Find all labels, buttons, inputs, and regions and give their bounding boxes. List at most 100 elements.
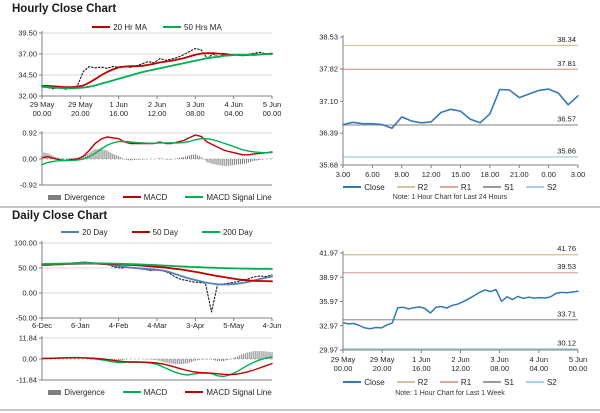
svg-text:29 May: 29 May: [331, 355, 356, 364]
legend-label: R1: [460, 377, 472, 387]
legend-label: R2: [417, 182, 428, 192]
daily_macd-svg: 11.84 0.00 -11.84: [16, 335, 273, 385]
svg-text:1 Jun: 1 Jun: [109, 100, 127, 109]
legend-swatch: [122, 196, 141, 198]
legend-label: S1: [504, 182, 514, 192]
svg-text:0.00: 0.00: [22, 289, 37, 298]
svg-text:29.97: 29.97: [319, 346, 338, 355]
legend-item-r2: R2: [396, 182, 428, 192]
hourly-macd-legend: Divergence MACD MACD Signal Line: [30, 191, 290, 203]
svg-text:2 Jun: 2 Jun: [451, 355, 469, 364]
svg-text:29 May: 29 May: [30, 100, 55, 109]
weekly-pivot-legend: Close R2 R1 S1 S2: [300, 376, 600, 388]
svg-text:3.00: 3.00: [336, 170, 351, 179]
svg-text:5 Jun: 5 Jun: [263, 100, 281, 109]
legend-swatch: [92, 26, 111, 28]
daily-close-chart: 100.00 50.00 0.00 -50.00 6-Dec 6-Jan 4-Feb 4-Ma…: [0, 237, 300, 335]
hourly-pivot-note: Note: 1 Hour Chart for Last 24 Hours: [392, 194, 508, 201]
svg-text:1 Jun: 1 Jun: [412, 355, 430, 364]
svg-text:50.00: 50.00: [18, 264, 37, 273]
legend-label: S2: [546, 182, 557, 192]
legend-swatch: [61, 231, 80, 233]
legend-swatch: [525, 381, 544, 383]
hourly-ma-legend: 20 Hr MA 50 Hrs MA: [42, 21, 272, 33]
legend-swatch: [396, 186, 415, 188]
svg-text:4 Jun: 4 Jun: [224, 100, 242, 109]
svg-text:08.00: 08.00: [186, 109, 205, 118]
legend-item-r1: R1: [439, 183, 471, 192]
legend-label: MACD Signal Line: [206, 387, 272, 397]
daily_close-svg: 100.00 50.00 0.00 -50.006-Dec 6-Jan 4-Feb 4-Ma…: [14, 239, 281, 330]
legend-label: R2: [417, 377, 428, 387]
weekly_pivot-svg: 41.76 39.53 33.71 30.12 41.97 38.97 35.97 32.97…: [319, 244, 587, 373]
legend-swatch: [439, 381, 458, 383]
svg-text:5-May: 5-May: [223, 321, 244, 330]
svg-text:0.00: 0.00: [22, 355, 37, 364]
legend-swatch: [185, 391, 204, 393]
svg-text:6.00: 6.00: [365, 170, 380, 179]
weekly-pivot-note: Note: 1 Hour Chart for Last 1 Week: [395, 390, 505, 397]
legend-swatch: [201, 231, 220, 233]
svg-text:6-Jan: 6-Jan: [71, 321, 90, 330]
panel-separator-bottom: [0, 409, 600, 411]
hourly-pivot-legend: Close R2 R1 S1 S2: [300, 181, 600, 193]
svg-text:04.00: 04.00: [224, 109, 243, 118]
svg-text:4-Feb: 4-Feb: [109, 321, 129, 330]
legend-item-divergence: Divergence: [48, 388, 105, 397]
legend-item-divergence: Divergence: [48, 192, 105, 202]
svg-text:-11.84: -11.84: [16, 376, 37, 385]
legend-item-close: Close: [343, 377, 385, 387]
svg-text:12.00: 12.00: [422, 170, 441, 179]
legend-swatch: [48, 194, 62, 200]
svg-text:4 Jun: 4 Jun: [530, 355, 548, 364]
legend-swatch: [396, 381, 415, 383]
legend-swatch: [48, 389, 62, 395]
svg-text:12.00: 12.00: [451, 364, 470, 373]
svg-text:3 Jun: 3 Jun: [186, 100, 204, 109]
svg-text:12.00: 12.00: [148, 109, 167, 118]
weekly-pivot-chart: 41.76 39.53 33.71 30.12 41.97 38.97 35.97 32.97…: [300, 240, 600, 390]
legend-item-r1: R1: [439, 377, 472, 387]
svg-text:36.39: 36.39: [319, 129, 338, 138]
daily-close-title: Daily Close Chart: [12, 210, 108, 222]
legend-label: 20 Hr MA: [113, 22, 147, 32]
hourly-close-title: Hourly Close Chart: [12, 3, 117, 15]
svg-text:04.00: 04.00: [529, 364, 548, 373]
svg-text:36.57: 36.57: [557, 115, 576, 124]
svg-text:35.97: 35.97: [319, 297, 338, 306]
legend-swatch: [185, 196, 204, 198]
legend-item-macd: MACD: [122, 388, 167, 397]
svg-text:00.00: 00.00: [263, 109, 282, 118]
svg-text:38.97: 38.97: [319, 273, 338, 282]
legend-item-macd-signal-line: MACD Signal Line: [185, 387, 272, 397]
svg-text:100.00: 100.00: [14, 239, 37, 248]
svg-text:16.00: 16.00: [412, 364, 431, 373]
legend-swatch: [122, 391, 141, 393]
panel-separator-top: [0, 206, 600, 208]
legend-label: Divergence: [64, 192, 105, 202]
svg-text:0.00: 0.00: [541, 170, 556, 179]
svg-text:16.00: 16.00: [109, 109, 128, 118]
svg-text:3 Jun: 3 Jun: [490, 355, 508, 364]
legend-swatch: [343, 381, 362, 383]
svg-text:37.10: 37.10: [319, 97, 338, 106]
legend-item-macd-signal-line: MACD Signal Line: [185, 193, 272, 202]
legend-label: Close: [364, 377, 385, 387]
legend-item-50-hrs-ma: 50 Hrs MA: [163, 23, 222, 32]
legend-label: S2: [546, 377, 557, 387]
svg-text:-50.00: -50.00: [16, 314, 37, 323]
legend-item-50-day: 50 Day: [131, 228, 178, 237]
svg-text:08.00: 08.00: [490, 364, 509, 373]
legend-item-s1: S1: [483, 183, 514, 192]
svg-text:9.00: 9.00: [394, 170, 409, 179]
legend-swatch: [483, 381, 502, 383]
svg-text:41.97: 41.97: [319, 249, 338, 258]
hourly-pivot-chart: 38.34 37.81 36.57 35.86 38.53 37.82 37.10 36.39…: [300, 30, 600, 180]
legend-label: MACD: [143, 192, 168, 202]
daily-ma-legend: 20 Day 50 Day 200 Day: [42, 226, 272, 238]
legend-swatch: [439, 186, 458, 188]
legend-item-s2: S2: [525, 182, 557, 192]
legend-item-s1: S1: [483, 378, 514, 387]
svg-text:-0.92: -0.92: [20, 181, 37, 190]
